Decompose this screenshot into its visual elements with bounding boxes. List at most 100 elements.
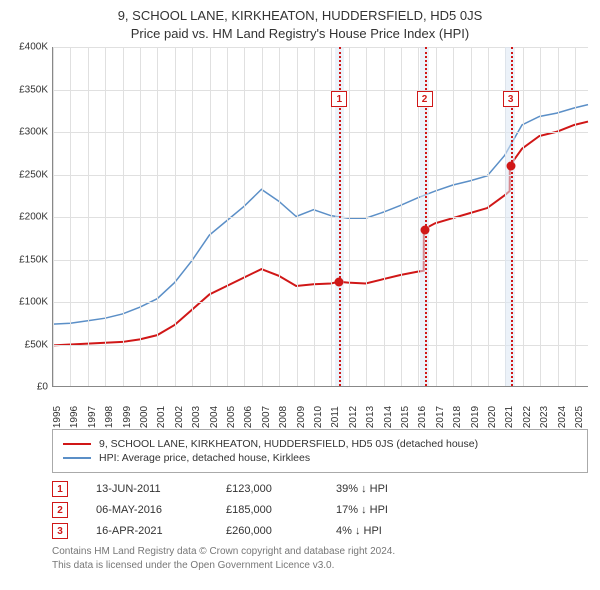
title-block: 9, SCHOOL LANE, KIRKHEATON, HUDDERSFIELD… — [8, 8, 592, 41]
sale-row-marker: 2 — [52, 502, 68, 518]
x-tick-label: 2020 — [487, 406, 498, 428]
legend-swatch — [63, 457, 91, 460]
grid-line — [192, 47, 193, 386]
x-tick-label: 2016 — [417, 406, 428, 428]
grid-line — [523, 47, 524, 386]
sale-diff: 4% ↓ HPI — [336, 525, 456, 537]
sale-price: £185,000 — [226, 504, 336, 516]
y-tick-label: £0 — [37, 382, 48, 393]
x-tick-label: 2015 — [400, 406, 411, 428]
grid-line — [540, 47, 541, 386]
grid-line — [297, 47, 298, 386]
y-tick-label: £300K — [19, 127, 48, 138]
grid-line — [105, 47, 106, 386]
grid-line — [401, 47, 402, 386]
legend-label: 9, SCHOOL LANE, KIRKHEATON, HUDDERSFIELD… — [99, 438, 478, 450]
x-tick-label: 1996 — [69, 406, 80, 428]
table-row: 316-APR-2021£260,0004% ↓ HPI — [52, 523, 588, 539]
legend-item: 9, SCHOOL LANE, KIRKHEATON, HUDDERSFIELD… — [63, 438, 577, 450]
sale-marker-box: 1 — [331, 91, 347, 107]
legend-swatch — [63, 443, 91, 446]
grid-line — [384, 47, 385, 386]
y-tick-label: £50K — [25, 339, 48, 350]
x-tick-label: 2025 — [574, 406, 585, 428]
x-tick-label: 1995 — [52, 406, 63, 428]
x-tick-label: 2003 — [191, 406, 202, 428]
grid-line — [314, 47, 315, 386]
x-tick-label: 2024 — [557, 406, 568, 428]
sale-price: £123,000 — [226, 483, 336, 495]
grid-line — [227, 47, 228, 386]
grid-line — [53, 47, 54, 386]
sale-diff: 39% ↓ HPI — [336, 483, 456, 495]
grid-line — [88, 47, 89, 386]
x-tick-label: 2014 — [383, 406, 394, 428]
sale-marker-box: 3 — [503, 91, 519, 107]
table-row: 1 13-JUN-2011£123,00039% ↓ HPI — [52, 481, 588, 497]
grid-line — [175, 47, 176, 386]
y-tick-label: £150K — [19, 254, 48, 265]
legend-item: HPI: Average price, detached house, Kirk… — [63, 452, 577, 464]
grid-line — [244, 47, 245, 386]
legend: 9, SCHOOL LANE, KIRKHEATON, HUDDERSFIELD… — [52, 429, 588, 473]
x-tick-label: 2007 — [261, 406, 272, 428]
y-tick-label: £100K — [19, 297, 48, 308]
x-tick-label: 1997 — [87, 406, 98, 428]
x-tick-label: 1999 — [122, 406, 133, 428]
sale-point — [420, 225, 429, 234]
grid-line — [157, 47, 158, 386]
x-tick-label: 2011 — [330, 406, 341, 428]
grid-line — [140, 47, 141, 386]
sale-row-marker: 1 — [52, 481, 68, 497]
title-address: 9, SCHOOL LANE, KIRKHEATON, HUDDERSFIELD… — [8, 8, 592, 23]
title-subtitle: Price paid vs. HM Land Registry's House … — [8, 26, 592, 41]
sales-table: 1 13-JUN-2011£123,00039% ↓ HPI 2 06-MAY-201… — [52, 481, 588, 539]
sale-row-marker: 3 — [52, 523, 68, 539]
sale-date: 06-MAY-2016 — [96, 504, 226, 516]
x-tick-label: 2000 — [139, 406, 150, 428]
grid-line — [123, 47, 124, 386]
grid-line — [558, 47, 559, 386]
grid-line — [488, 47, 489, 386]
grid-line — [366, 47, 367, 386]
x-tick-label: 2009 — [296, 406, 307, 428]
grid-line — [471, 47, 472, 386]
x-tick-label: 2019 — [470, 406, 481, 428]
y-tick-label: £400K — [19, 42, 48, 53]
grid-line — [279, 47, 280, 386]
x-tick-label: 2001 — [156, 406, 167, 428]
sale-marker-box: 2 — [417, 91, 433, 107]
x-tick-label: 2010 — [313, 406, 324, 428]
x-tick-label: 2012 — [348, 406, 359, 428]
y-axis: £0£50K£100K£150K£200K£250K£300K£350K£400… — [8, 47, 52, 387]
grid-line — [262, 47, 263, 386]
x-tick-label: 2008 — [278, 406, 289, 428]
y-tick-label: £200K — [19, 212, 48, 223]
y-tick-label: £350K — [19, 84, 48, 95]
footer-line1: Contains HM Land Registry data © Crown c… — [52, 545, 592, 559]
sale-point — [506, 162, 515, 171]
sale-point — [335, 278, 344, 287]
legend-label: HPI: Average price, detached house, Kirk… — [99, 452, 310, 464]
x-tick-label: 2005 — [226, 406, 237, 428]
x-tick-label: 2004 — [209, 406, 220, 428]
x-tick-label: 2006 — [243, 406, 254, 428]
x-tick-label: 2023 — [539, 406, 550, 428]
footer-line2: This data is licensed under the Open Gov… — [52, 559, 592, 573]
x-tick-label: 2018 — [452, 406, 463, 428]
x-tick-label: 1998 — [104, 406, 115, 428]
x-tick-label: 2017 — [435, 406, 446, 428]
table-row: 2 06-MAY-2016£185,00017% ↓ HPI — [52, 502, 588, 518]
grid-line — [70, 47, 71, 386]
plot-inner: 1 2 3 — [52, 47, 588, 387]
x-axis: 1995 1996 1997 1998 1999 2000 2001 2002 2003 2004… — [52, 389, 588, 427]
x-tick-label: 2002 — [174, 406, 185, 428]
plot-area: £0£50K£100K£150K£200K£250K£300K£350K£400… — [8, 47, 592, 427]
grid-line — [349, 47, 350, 386]
chart-container: 9, SCHOOL LANE, KIRKHEATON, HUDDERSFIELD… — [8, 8, 592, 572]
y-tick-label: £250K — [19, 169, 48, 180]
footer: Contains HM Land Registry data © Crown c… — [52, 545, 592, 572]
grid-line — [436, 47, 437, 386]
sale-date: 13-JUN-2011 — [96, 483, 226, 495]
sale-diff: 17% ↓ HPI — [336, 504, 456, 516]
